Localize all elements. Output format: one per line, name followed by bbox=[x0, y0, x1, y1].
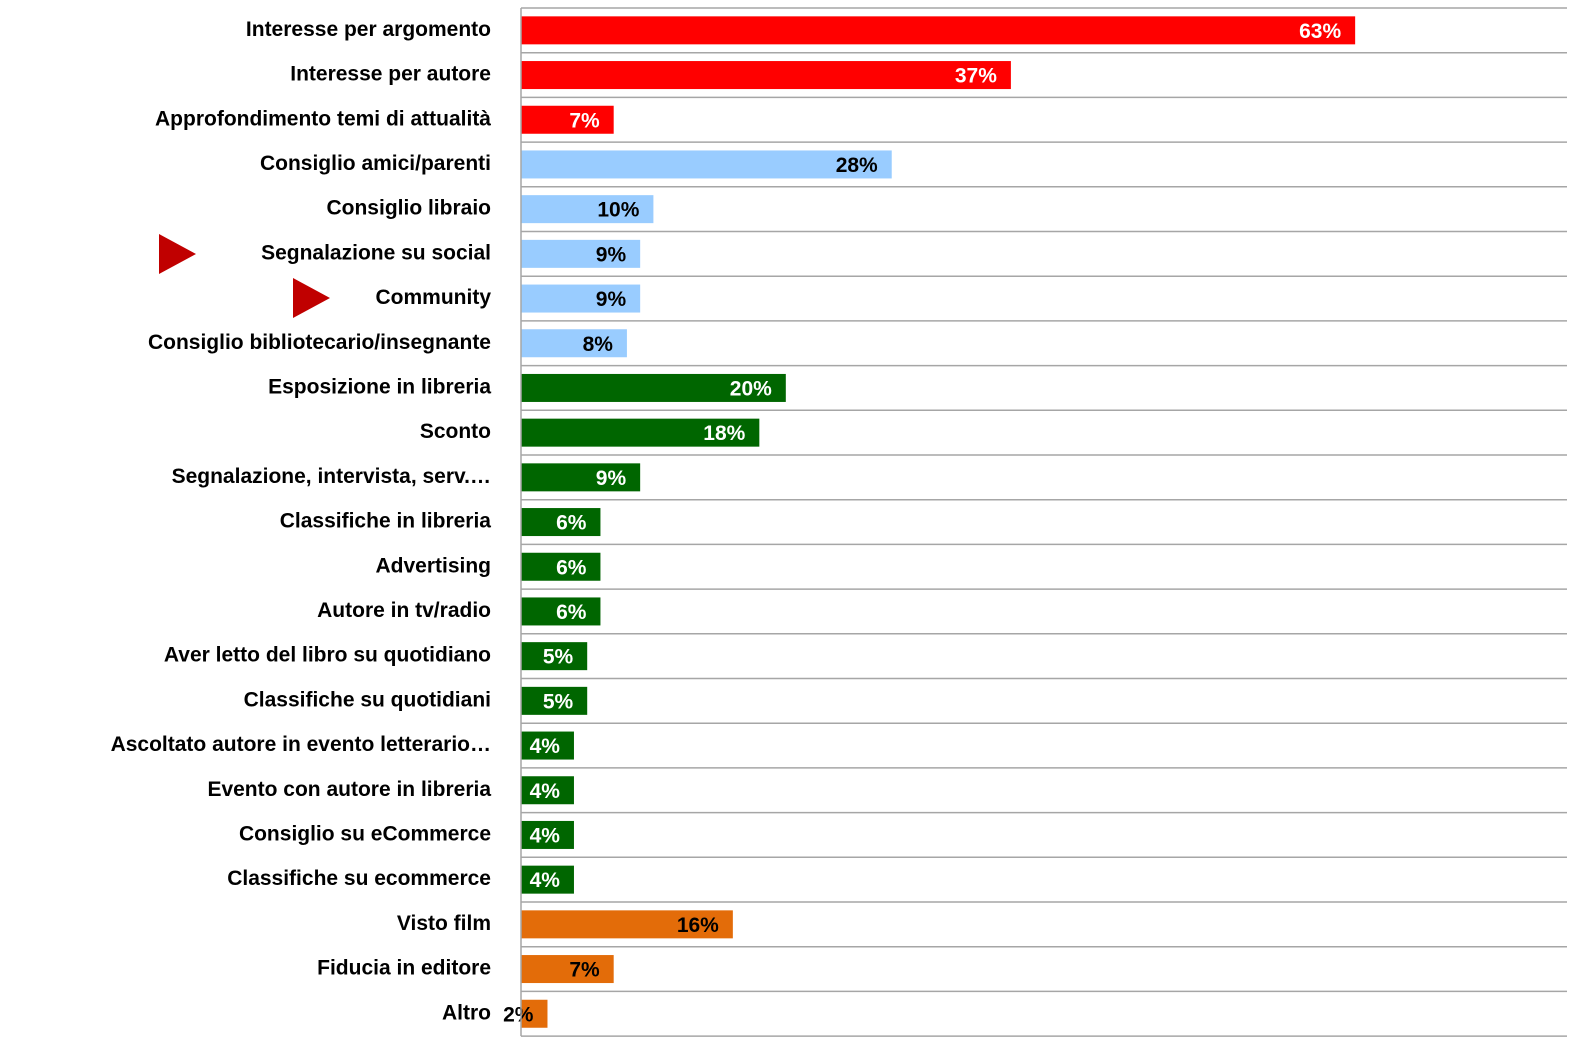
category-label: Advertising bbox=[375, 554, 491, 577]
value-label: 6% bbox=[556, 601, 587, 624]
category-label: Consiglio su eCommerce bbox=[239, 822, 491, 845]
bar bbox=[521, 820, 574, 849]
value-label: 20% bbox=[730, 377, 772, 400]
value-label: 4% bbox=[530, 869, 561, 892]
category-label: Autore in tv/radio bbox=[317, 599, 491, 622]
category-label: Interesse per argomento bbox=[246, 18, 491, 41]
bar bbox=[521, 284, 641, 313]
value-label: 16% bbox=[677, 914, 719, 937]
value-label: 9% bbox=[596, 243, 627, 266]
value-label: 4% bbox=[530, 780, 561, 803]
highlight-arrow bbox=[293, 278, 330, 318]
category-label: Fiducia in editore bbox=[317, 957, 491, 980]
value-label: 9% bbox=[596, 467, 627, 490]
highlight-arrow bbox=[159, 234, 196, 274]
bar bbox=[521, 955, 614, 984]
bar bbox=[521, 552, 601, 581]
bar bbox=[521, 776, 574, 805]
category-label: Altro bbox=[442, 1001, 491, 1024]
value-label: 5% bbox=[543, 646, 574, 669]
bar bbox=[521, 418, 760, 447]
bar bbox=[521, 910, 733, 939]
value-label: 63% bbox=[1299, 20, 1341, 43]
value-label: 28% bbox=[836, 154, 878, 177]
bar bbox=[521, 731, 574, 760]
value-label: 2% bbox=[503, 1003, 534, 1026]
value-label: 7% bbox=[569, 109, 600, 132]
bar bbox=[521, 597, 601, 626]
category-label: Interesse per autore bbox=[290, 63, 491, 86]
value-label: 10% bbox=[597, 199, 639, 222]
bar bbox=[521, 150, 892, 179]
category-label: Community bbox=[376, 286, 492, 309]
value-label: 6% bbox=[556, 512, 587, 535]
value-label: 9% bbox=[596, 288, 627, 311]
category-label: Consiglio bibliotecario/insegnante bbox=[148, 331, 491, 354]
category-label: Classifiche su quotidiani bbox=[244, 688, 491, 711]
bar bbox=[521, 61, 1011, 90]
category-label: Classifiche su ecommerce bbox=[227, 867, 491, 890]
bar bbox=[521, 329, 627, 358]
category-label: Segnalazione su social bbox=[261, 241, 491, 264]
category-label: Visto film bbox=[397, 912, 491, 935]
bar bbox=[521, 373, 786, 402]
value-label: 18% bbox=[703, 422, 745, 445]
value-label: 4% bbox=[530, 735, 561, 758]
category-label: Evento con autore in libreria bbox=[207, 778, 491, 801]
bar bbox=[521, 508, 601, 537]
category-label: Consiglio libraio bbox=[326, 197, 491, 220]
category-label: Aver letto del libro su quotidiano bbox=[164, 644, 491, 667]
bar bbox=[521, 195, 654, 224]
category-label: Sconto bbox=[420, 420, 491, 443]
value-label: 37% bbox=[955, 65, 997, 88]
value-label: 5% bbox=[543, 690, 574, 713]
bar bbox=[521, 463, 641, 492]
category-label: Approfondimento temi di attualità bbox=[155, 107, 491, 130]
category-label: Consiglio amici/parenti bbox=[260, 152, 491, 175]
category-label: Esposizione in libreria bbox=[268, 375, 491, 398]
value-label: 8% bbox=[583, 333, 614, 356]
category-label: Classifiche in libreria bbox=[280, 510, 492, 533]
bar bbox=[521, 16, 1356, 45]
value-label: 7% bbox=[569, 959, 600, 982]
bar bbox=[521, 239, 641, 268]
bar bbox=[521, 105, 614, 134]
bar bbox=[521, 642, 588, 671]
bar bbox=[521, 686, 588, 715]
value-label: 6% bbox=[556, 556, 587, 579]
bar bbox=[521, 999, 548, 1028]
value-label: 4% bbox=[530, 824, 561, 847]
bar bbox=[521, 865, 574, 894]
category-label: Ascoltato autore in evento letterario… bbox=[111, 733, 491, 756]
category-label: Segnalazione, intervista, serv.… bbox=[172, 465, 491, 488]
